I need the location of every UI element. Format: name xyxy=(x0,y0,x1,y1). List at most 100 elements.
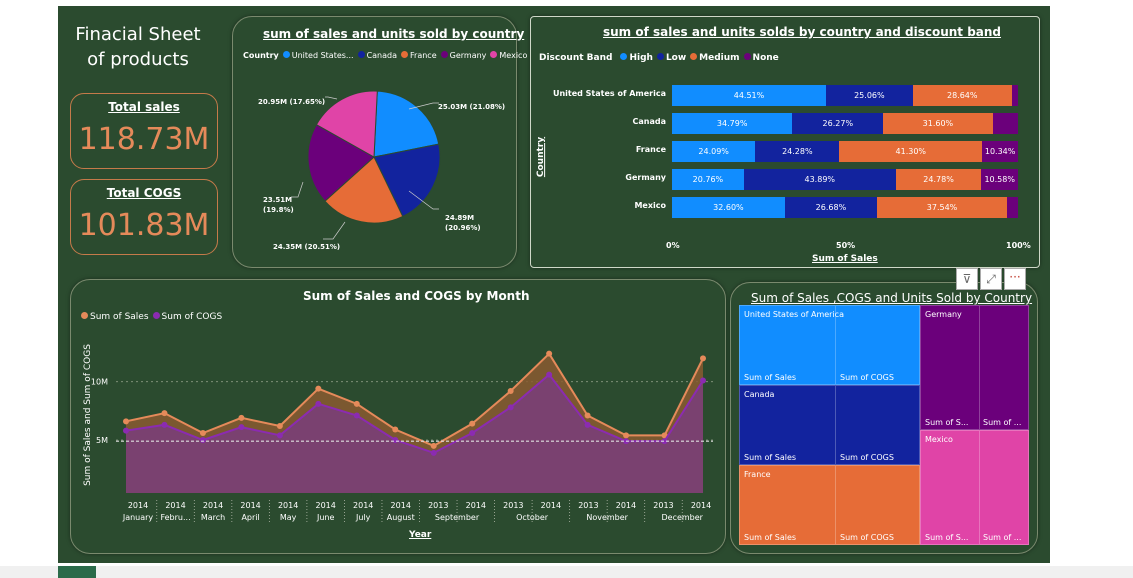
bar-segment-medium[interactable]: 31.60% xyxy=(883,113,993,134)
treemap-cell-usa[interactable]: United States of America Sum of Sales Su… xyxy=(739,305,920,385)
bar-segment-medium[interactable]: 24.78% xyxy=(895,169,982,190)
bar-segment-none[interactable]: 10.58% xyxy=(981,169,1019,190)
legend-item[interactable]: Low xyxy=(656,53,686,63)
bar-segment-medium[interactable]: 41.30% xyxy=(839,141,983,162)
page-tab-active[interactable] xyxy=(58,566,96,578)
pie-slice-france[interactable] xyxy=(324,156,404,224)
stacked-bar[interactable]: 34.79% 26.27% 31.60% xyxy=(672,113,1018,134)
data-point[interactable] xyxy=(430,442,437,449)
bar-segment-none[interactable]: 10.34% xyxy=(982,141,1018,162)
data-point[interactable] xyxy=(238,424,245,431)
pie-slice-germany[interactable] xyxy=(307,123,375,202)
data-point[interactable] xyxy=(661,432,668,439)
bar-segment-low[interactable]: 24.28% xyxy=(755,141,840,162)
bar-segment-low[interactable]: 26.68% xyxy=(784,197,878,218)
data-point[interactable] xyxy=(238,414,245,421)
x-tick-year: 2014 xyxy=(466,501,486,510)
data-point[interactable] xyxy=(661,438,668,445)
sales-cogs-month-card[interactable]: Sum of Sales and COGS by Month Sum of Sa… xyxy=(70,279,726,554)
legend-item[interactable]: Canada xyxy=(357,51,397,60)
treemap-cell-germany[interactable]: Germany Sum of S... Sum of ... xyxy=(920,305,1029,430)
data-point[interactable] xyxy=(584,412,591,419)
treemap-cell-mexico[interactable]: Mexico Sum of S... Sum of ... xyxy=(920,430,1029,545)
data-point[interactable] xyxy=(507,404,514,411)
legend-item[interactable]: France xyxy=(401,51,437,60)
stacked-bar[interactable]: 44.51% 25.06% 28.64% xyxy=(672,85,1018,106)
bar-segment-high[interactable]: 20.76% xyxy=(672,169,744,190)
treemap[interactable]: United States of America Sum of Sales Su… xyxy=(739,305,1029,545)
stacked-bar[interactable]: 20.76% 43.89% 24.78% 10.58% xyxy=(672,169,1019,190)
stacked-bar[interactable]: 32.60% 26.68% 37.54% xyxy=(672,197,1018,218)
treemap-cell-france[interactable]: France Sum of Sales Sum of COGS xyxy=(739,465,920,545)
bar-segment-high[interactable]: 24.09% xyxy=(672,141,756,162)
data-point[interactable] xyxy=(161,421,168,428)
legend-item[interactable]: Sum of COGS xyxy=(152,312,222,322)
focus-mode-icon[interactable]: ⤢ xyxy=(980,268,1002,290)
data-point[interactable] xyxy=(469,430,476,436)
total-sales-value: 118.73M xyxy=(78,122,210,157)
data-point[interactable] xyxy=(546,350,553,357)
data-point[interactable] xyxy=(315,400,322,407)
area-chart[interactable]: 5M 10M 2014 2014 2014 2014 2014 2014 2014 2014 201… xyxy=(71,280,725,553)
data-point[interactable] xyxy=(546,371,553,378)
legend-item[interactable]: High xyxy=(620,53,653,63)
filter-icon[interactable]: ⊽ xyxy=(956,268,978,290)
data-point[interactable] xyxy=(123,427,129,434)
bar-segment-medium[interactable]: 28.64% xyxy=(912,85,1012,106)
data-point[interactable] xyxy=(123,418,129,425)
treemap-card[interactable]: Sum of Sales ,COGS and Units Sold by Cou… xyxy=(730,282,1038,554)
legend-item[interactable]: Medium xyxy=(690,53,740,63)
bar-segment-high[interactable]: 34.79% xyxy=(672,113,793,134)
bar-segment-medium[interactable]: 37.54% xyxy=(877,197,1007,218)
x-tick-year: 2013 xyxy=(578,501,598,510)
bar-segment-high[interactable]: 44.51% xyxy=(672,85,826,106)
legend-item[interactable]: Germany xyxy=(440,51,486,60)
data-point[interactable] xyxy=(584,421,591,428)
data-point[interactable] xyxy=(199,430,206,436)
bar-segment-low[interactable]: 25.06% xyxy=(826,85,913,106)
stacked-bar[interactable]: 24.09% 24.28% 41.30% 10.34% xyxy=(672,141,1018,162)
data-point[interactable] xyxy=(276,423,283,429)
discount-band-chart-card[interactable]: sum of sales and units solds by country … xyxy=(530,16,1040,268)
data-point[interactable] xyxy=(392,426,399,433)
data-point[interactable] xyxy=(700,377,706,384)
data-point[interactable] xyxy=(315,385,322,392)
bar-segment-high[interactable]: 32.60% xyxy=(672,197,785,218)
legend-item[interactable]: Sum of Sales xyxy=(81,312,149,322)
data-point[interactable] xyxy=(161,410,168,417)
bar-segment-none[interactable] xyxy=(1011,85,1018,106)
data-point[interactable] xyxy=(700,355,706,362)
bar-segment-low[interactable]: 26.27% xyxy=(792,113,884,134)
data-point[interactable] xyxy=(507,388,514,394)
x-tick-year: 2014 xyxy=(240,501,260,510)
data-point[interactable] xyxy=(199,437,206,443)
legend-item[interactable]: Mexico xyxy=(490,51,527,60)
pie-chart-card[interactable]: sum of sales and units sold by country C… xyxy=(232,16,527,268)
bar-segment-none[interactable] xyxy=(992,113,1018,134)
x-tick-year: 2014 xyxy=(278,501,298,510)
data-point[interactable] xyxy=(392,437,399,443)
dashboard-title: Finacial Sheet of products xyxy=(75,24,201,70)
data-point[interactable] xyxy=(623,432,630,439)
bar-segment-low[interactable]: 43.89% xyxy=(743,169,896,190)
bar-segment-none[interactable] xyxy=(1006,197,1018,218)
x-tick-month: December xyxy=(661,513,703,522)
data-point[interactable] xyxy=(469,420,476,427)
pie-label-mexico: 20.95M (17.65%) xyxy=(258,98,326,106)
pie-chart[interactable] xyxy=(233,17,516,267)
total-cogs-card[interactable]: Total COGS 101.83M xyxy=(70,179,218,255)
data-point[interactable] xyxy=(353,400,360,407)
pie-slice-mexico[interactable] xyxy=(315,90,378,158)
bar-row-label: Mexico xyxy=(634,201,666,210)
pie-slice-canada[interactable] xyxy=(373,143,441,218)
pie-label-usa: 25.03M (21.08%) xyxy=(438,103,506,111)
treemap-label: Sum of COGS xyxy=(840,373,894,382)
total-sales-card[interactable]: Total sales 118.73M xyxy=(70,93,218,169)
data-point[interactable] xyxy=(353,412,360,419)
more-options-icon[interactable]: ··· xyxy=(1004,268,1026,290)
legend-item[interactable]: None xyxy=(743,53,779,63)
data-point[interactable] xyxy=(276,432,283,439)
legend-item[interactable]: United States... xyxy=(282,51,354,60)
data-point[interactable] xyxy=(430,449,437,456)
treemap-cell-canada[interactable]: Canada Sum of Sales Sum of COGS xyxy=(739,385,920,465)
